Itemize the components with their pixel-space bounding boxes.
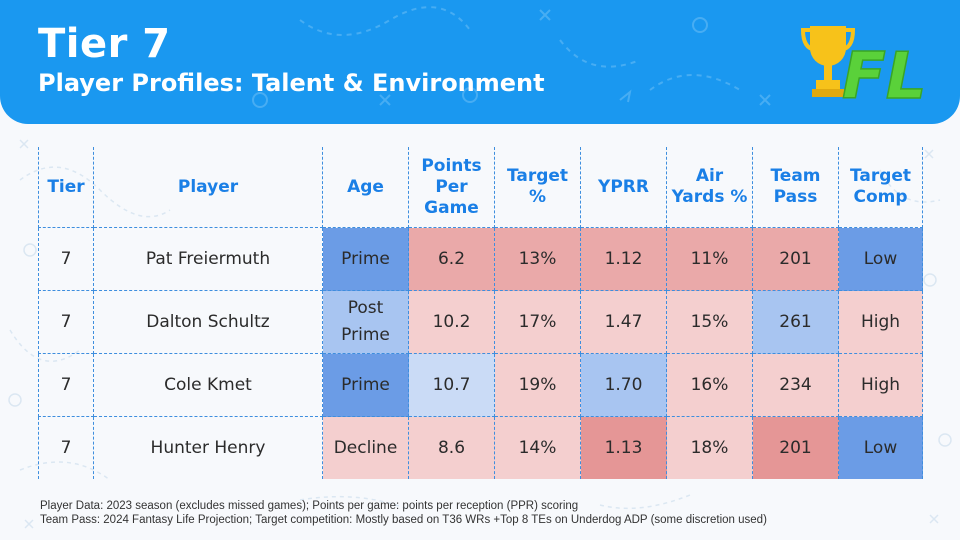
cell-air-yards-pct: 15% — [666, 290, 753, 354]
column-header-points-per-game: Points Per Game — [408, 147, 495, 228]
cell-air-yards-pct: 11% — [666, 227, 753, 291]
cell-yprr: 1.12 — [580, 227, 667, 291]
cell-target-comp: High — [838, 290, 923, 354]
cell-ppg: 6.2 — [408, 227, 495, 291]
cell-target-pct: 19% — [494, 353, 581, 417]
cell-ppg: 10.2 — [408, 290, 495, 354]
column-header-yprr: YPRR — [580, 147, 667, 228]
cell-player: Dalton Schultz — [93, 290, 323, 354]
column-header-player: Player — [93, 147, 323, 228]
column-header-tier: Tier — [38, 147, 94, 228]
cell-yprr: 1.47 — [580, 290, 667, 354]
cell-tier: 7 — [38, 290, 94, 354]
cell-yprr: 1.13 — [580, 416, 667, 479]
footnote-player-data: Player Data: 2023 season (excludes misse… — [40, 500, 579, 512]
footnotes: Player Data: 2023 season (excludes misse… — [40, 499, 767, 527]
page-subtitle: Player Profiles: Talent & Environment — [38, 69, 545, 97]
cell-age: Prime — [322, 353, 409, 417]
column-header-age: Age — [322, 147, 409, 228]
header-play-diagram-pattern — [252, 6, 771, 108]
column-header-team-pass: Team Pass — [752, 147, 839, 228]
cell-yprr: 1.70 — [580, 353, 667, 417]
cell-target-pct: 13% — [494, 227, 581, 291]
column-header-air-yards-pct: Air Yards % — [666, 147, 753, 228]
cell-age: Decline — [322, 416, 409, 479]
table-row: 7 Dalton Schultz Post Prime 10.2 17% 1.47… — [38, 290, 923, 354]
cell-target-comp: Low — [838, 416, 923, 479]
cell-target-comp: High — [838, 353, 923, 417]
cell-age: Prime — [322, 227, 409, 291]
cell-player: Cole Kmet — [93, 353, 323, 417]
cell-ppg: 10.7 — [408, 353, 495, 417]
trophy-icon — [800, 26, 856, 97]
cell-tier: 7 — [38, 416, 94, 479]
cell-team-pass: 201 — [752, 416, 839, 479]
cell-target-comp: Low — [838, 227, 923, 291]
table-header-row: Tier Player Age Points Per Game Target% YP… — [38, 147, 923, 228]
cell-team-pass: 201 — [752, 227, 839, 291]
cell-target-pct: 17% — [494, 290, 581, 354]
cell-tier: 7 — [38, 227, 94, 291]
cell-player: Hunter Henry — [93, 416, 323, 479]
cell-air-yards-pct: 16% — [666, 353, 753, 417]
table-row: 7 Hunter Henry Decline 8.6 14% 1.13 18% … — [38, 416, 923, 479]
column-header-target-comp: Target Comp — [838, 147, 923, 228]
player-profiles-table: Tier Player Age Points Per Game Target% YP… — [38, 147, 923, 479]
column-header-target-pct: Target% — [494, 147, 581, 228]
cell-target-pct: 14% — [494, 416, 581, 479]
footnote-team-pass: Team Pass: 2024 Fantasy Life Projection;… — [40, 514, 767, 526]
page-title: Tier 7 — [38, 21, 171, 67]
header-banner: Tier 7 Player Profiles: Talent & Environ… — [0, 0, 960, 124]
table-row: 7 Cole Kmet Prime 10.7 19% 1.70 16% 234 … — [38, 353, 923, 417]
logo-text: FL — [842, 40, 925, 108]
cell-air-yards-pct: 18% — [666, 416, 753, 479]
cell-ppg: 8.6 — [408, 416, 495, 479]
table-row: 7 Pat Freiermuth Prime 6.2 13% 1.12 11% … — [38, 227, 923, 291]
cell-team-pass: 234 — [752, 353, 839, 417]
cell-age: Post Prime — [322, 290, 409, 354]
cell-team-pass: 261 — [752, 290, 839, 354]
fantasy-life-logo: FL — [800, 26, 925, 108]
cell-player: Pat Freiermuth — [93, 227, 323, 291]
cell-tier: 7 — [38, 353, 94, 417]
